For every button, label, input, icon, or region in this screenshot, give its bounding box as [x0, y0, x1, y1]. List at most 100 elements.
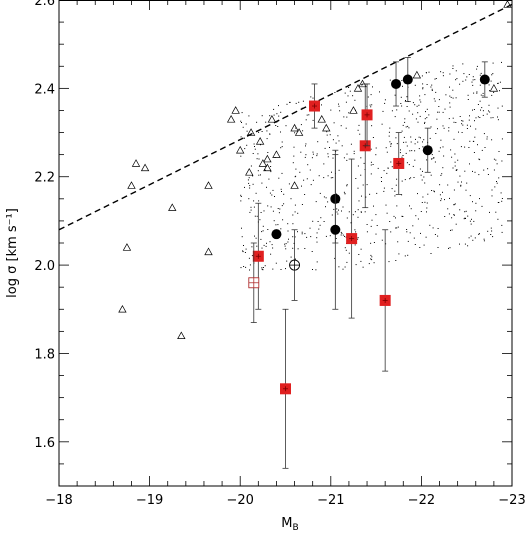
- background-dot: [478, 174, 480, 176]
- background-dot: [284, 243, 286, 245]
- background-dot: [442, 167, 444, 169]
- circle-point: [271, 229, 282, 240]
- triangle-point: [118, 304, 127, 313]
- background-dot: [285, 268, 286, 270]
- background-dot: [464, 146, 466, 148]
- background-dot: [388, 131, 390, 133]
- background-dot: [255, 237, 257, 239]
- background-dot: [262, 269, 264, 271]
- triangle-point: [231, 106, 240, 114]
- background-dot: [386, 151, 388, 153]
- background-dot: [426, 108, 428, 110]
- background-dot: [323, 221, 325, 222]
- triangle-point: [349, 106, 358, 114]
- background-dot: [472, 201, 473, 203]
- background-dot: [292, 236, 294, 238]
- background-dot: [251, 246, 253, 248]
- background-dot: [278, 115, 280, 117]
- background-dot: [346, 116, 348, 118]
- background-dot: [373, 242, 375, 243]
- background-dot: [306, 114, 308, 116]
- y-tick-label: 2.2: [34, 171, 55, 186]
- background-dot: [480, 72, 482, 74]
- background-dot: [301, 185, 302, 187]
- background-dot: [474, 136, 476, 138]
- y-tick-label: 1.6: [34, 436, 55, 451]
- background-dot: [327, 156, 329, 158]
- background-dot: [334, 92, 336, 93]
- background-dot: [410, 177, 412, 179]
- background-dot: [369, 193, 371, 195]
- background-dot: [408, 110, 410, 112]
- background-dot: [286, 103, 288, 105]
- background-dot: [244, 137, 245, 139]
- background-dot: [493, 169, 495, 171]
- background-dot: [440, 200, 442, 202]
- background-dot: [335, 238, 337, 239]
- background-dot: [469, 163, 470, 165]
- background-dot: [292, 214, 294, 216]
- background-dot: [488, 110, 489, 112]
- background-dot: [293, 146, 295, 148]
- background-dot: [480, 109, 481, 111]
- background-dot: [450, 96, 452, 98]
- background-dot: [476, 68, 478, 70]
- background-dot: [315, 201, 317, 203]
- background-dot: [242, 126, 244, 128]
- background-dot: [490, 117, 492, 119]
- y-tick-label: 2.6: [34, 0, 55, 9]
- background-dot: [376, 192, 378, 194]
- background-dot: [487, 230, 489, 232]
- background-dot: [383, 170, 385, 172]
- background-dot: [339, 110, 341, 112]
- background-dot: [488, 84, 490, 86]
- background-dot: [455, 79, 457, 81]
- background-dot: [424, 94, 426, 96]
- background-dot: [240, 196, 242, 197]
- background-dot: [427, 193, 429, 195]
- triangle-point: [317, 114, 326, 123]
- background-dot: [303, 179, 305, 181]
- background-dot: [261, 115, 263, 117]
- background-dot: [498, 151, 500, 152]
- background-dot: [354, 99, 356, 101]
- background-dot: [323, 163, 325, 165]
- background-dot: [361, 84, 362, 86]
- background-dot: [483, 240, 485, 242]
- triangle-point: [127, 181, 136, 189]
- background-dot: [486, 138, 488, 140]
- background-dot: [295, 127, 297, 129]
- background-dot: [396, 109, 398, 111]
- background-dot: [388, 261, 390, 263]
- background-dot: [280, 147, 282, 149]
- background-dot: [357, 129, 359, 131]
- background-dot: [477, 144, 478, 146]
- background-dot: [306, 178, 308, 180]
- background-dot: [483, 133, 485, 135]
- dashed-line: [58, 3, 513, 231]
- background-dot: [442, 72, 444, 74]
- data-markers: [118, 0, 512, 469]
- background-dot: [272, 247, 274, 249]
- background-dot: [381, 181, 382, 182]
- background-dot: [490, 80, 492, 82]
- background-dot: [419, 168, 421, 170]
- background-dot: [373, 205, 374, 207]
- background-dot: [406, 229, 408, 230]
- background-dot: [244, 148, 246, 150]
- background-dot: [376, 225, 378, 226]
- background-dot: [324, 147, 326, 149]
- background-dot: [434, 191, 435, 193]
- background-dot: [326, 131, 328, 133]
- background-dot: [334, 257, 336, 259]
- background-dot: [439, 194, 441, 196]
- background-dot: [281, 172, 283, 174]
- background-dot: [395, 227, 397, 229]
- background-dot: [385, 243, 387, 245]
- background-dot: [256, 245, 258, 247]
- triangle-point: [290, 123, 299, 132]
- background-dot: [423, 139, 425, 141]
- background-dot: [294, 132, 296, 134]
- background-dot: [355, 231, 357, 233]
- background-dot: [253, 143, 255, 145]
